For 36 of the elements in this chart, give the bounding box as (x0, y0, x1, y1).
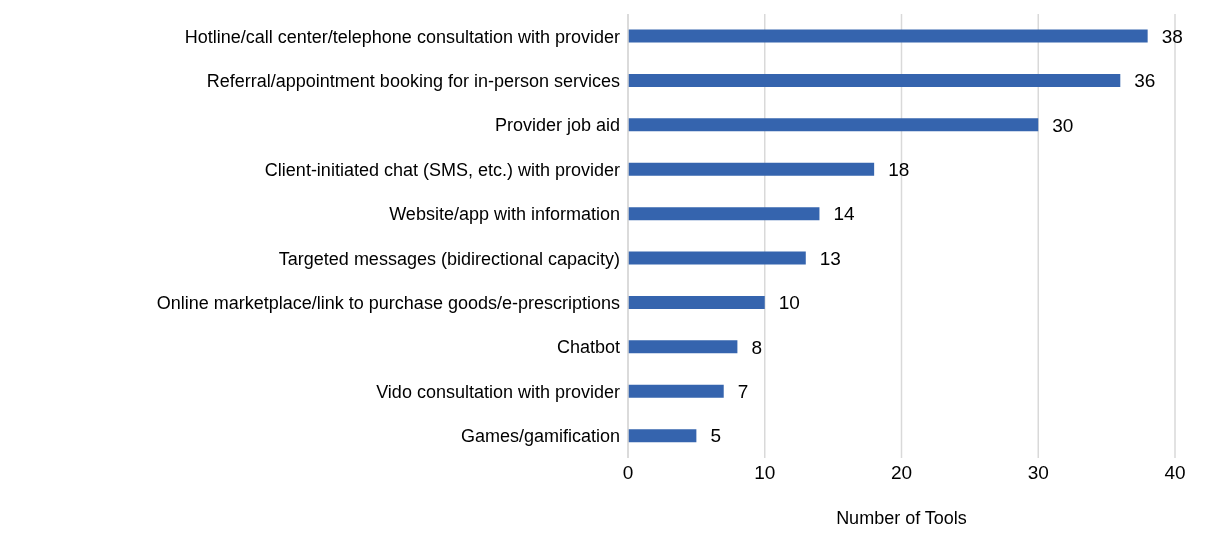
bar (628, 118, 1039, 132)
bar (628, 207, 820, 221)
x-tick-label: 30 (1027, 462, 1049, 484)
y-tick-label: Games/gamification (460, 426, 620, 447)
bar (628, 295, 765, 309)
data-label: 10 (778, 292, 800, 314)
y-tick-label: Chatbot (556, 337, 620, 358)
data-label: 30 (1052, 114, 1074, 136)
data-label: 38 (1161, 25, 1183, 47)
data-label: 36 (1134, 70, 1156, 92)
x-tick-label: 0 (622, 462, 634, 484)
x-axis-title: Number of Tools (836, 508, 967, 528)
data-label: 5 (710, 425, 721, 447)
y-tick-label: Provider job aid (494, 115, 620, 136)
y-tick-label: Referral/appointment booking for in-person services (206, 70, 620, 91)
y-tick-label: Hotline/call center/telephone consultation with provider (184, 26, 620, 47)
bar (628, 340, 738, 354)
data-label: 18 (888, 158, 910, 180)
y-tick-label: Online marketplace/link to purchase goods/e-prescriptions (156, 292, 620, 313)
data-label: 13 (819, 247, 841, 269)
y-tick-label: Website/app with information (389, 204, 620, 225)
bar (628, 73, 1121, 87)
data-label: 14 (833, 203, 856, 225)
x-tick-label: 20 (890, 462, 913, 484)
bar (628, 251, 806, 265)
x-tick-label: 10 (754, 462, 776, 484)
y-tick-label: Targeted messages (bidirectional capacity) (278, 248, 620, 269)
bar (628, 429, 697, 443)
y-tick-label: Vido consultation with provider (376, 381, 620, 402)
bar (628, 29, 1148, 43)
bar (628, 162, 875, 176)
x-tick-label: 40 (1164, 462, 1186, 484)
bar (628, 384, 724, 398)
data-label: 7 (737, 380, 749, 402)
data-label: 8 (751, 336, 762, 358)
y-tick-label: Client-initiated chat (SMS, etc.) with provider (264, 159, 620, 180)
